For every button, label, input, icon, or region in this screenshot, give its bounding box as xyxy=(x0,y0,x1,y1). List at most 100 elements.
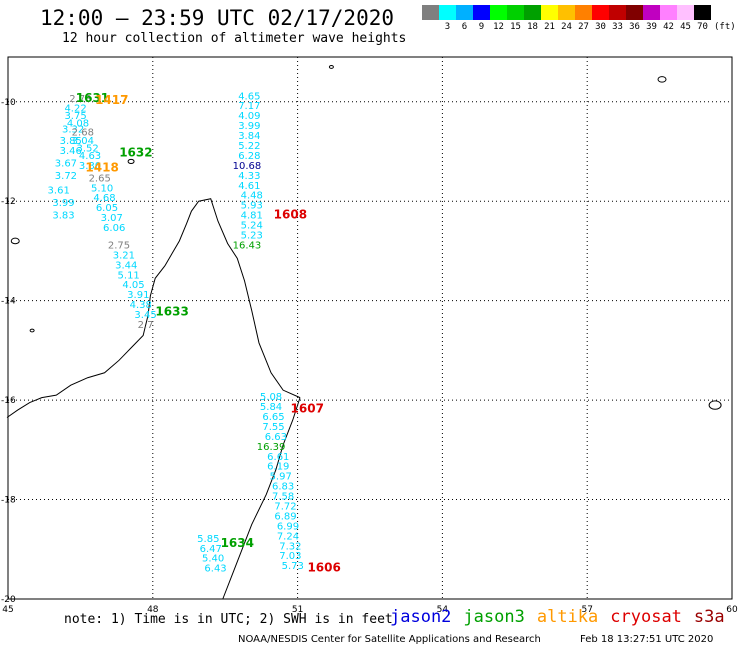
wave-height-label: 7.58 xyxy=(272,492,294,503)
wave-height-label: 4.08 xyxy=(67,119,89,130)
satellite-legend-jason3: jason3 xyxy=(463,607,525,627)
wave-height-label: 5.22 xyxy=(238,141,260,152)
wave-height-label: 6.61 xyxy=(267,452,289,463)
lon-tick-label: 57 xyxy=(581,605,592,615)
credit-text: NOAA/NESDIS Center for Satellite Applica… xyxy=(238,634,541,645)
wave-height-label: 5.93 xyxy=(241,201,263,212)
colorbar-cell xyxy=(524,5,541,20)
colorbar-label: 6 xyxy=(461,22,468,32)
chart-title: 12:00 – 23:59 UTC 02/17/2020 xyxy=(40,6,395,30)
track-id-label: 1608 xyxy=(274,208,307,222)
colorbar-label: 3 xyxy=(444,22,451,32)
wave-height-label: 6.28 xyxy=(238,151,260,162)
colorbar-label: 21 xyxy=(544,22,555,32)
wave-height-label: 6.99 xyxy=(277,521,299,532)
wave-height-label: 3.04 xyxy=(72,136,94,147)
colorbar-cell xyxy=(422,5,439,20)
colorbar-label: 70 xyxy=(697,22,708,32)
colorbar-cell xyxy=(694,5,711,20)
track-id-label: 1633 xyxy=(155,305,188,319)
wave-height-label: 3.07 xyxy=(101,213,123,224)
colorbar-label: 12 xyxy=(493,22,504,32)
satellite-legend-altika: altika xyxy=(536,607,599,627)
colorbar-cell xyxy=(592,5,609,20)
lon-tick-label: 54 xyxy=(437,605,449,615)
chart-subtitle: 12 hour collection of altimeter wave hei… xyxy=(62,31,407,46)
wave-height-label: 16.39 xyxy=(257,442,286,453)
wave-height-label: 10.68 xyxy=(233,161,262,172)
lat-tick-label: -18 xyxy=(1,496,16,506)
wave-height-label: 4.63 xyxy=(79,151,101,162)
map-frame xyxy=(7,56,733,600)
track-id-label: 1631 xyxy=(76,91,109,105)
wave-height-label: 5.85 xyxy=(197,534,219,545)
colorbar-cell xyxy=(643,5,660,20)
island xyxy=(328,65,334,69)
wave-height-label: 7.32 xyxy=(279,541,301,552)
wave-height-label: 4.81 xyxy=(241,211,263,222)
wave-height-label: 4.65 xyxy=(238,91,260,102)
wave-height-label: 6.47 xyxy=(200,544,222,555)
wave-height-label: 4.09 xyxy=(238,111,260,122)
wave-height-label: 4.22 xyxy=(64,104,86,115)
island xyxy=(10,237,20,245)
wave-height-label: 16.43 xyxy=(233,240,262,251)
wave-height-label: 7.03 xyxy=(279,551,301,562)
wave-height-label: 3.45 xyxy=(134,310,156,321)
wave-height-label: 3.67 xyxy=(55,158,77,169)
colorbar-cell xyxy=(660,5,677,20)
colorbar-labels: 3 6 9 12 15 18 21 24 27 30 33 36 39 42 45 70 xyxy=(422,22,711,32)
colorbar-cell xyxy=(626,5,643,20)
colorbar-cell xyxy=(439,5,456,20)
wave-height-label: 2.73 xyxy=(69,94,91,105)
wave-height-label: 3.52 xyxy=(77,143,99,154)
wave-height-label: 6.83 xyxy=(272,482,294,493)
colorbar-label: 18 xyxy=(527,22,538,32)
wave-height-label: 6.65 xyxy=(262,412,284,423)
lat-tick-label: -12 xyxy=(1,197,16,207)
track-id-label: 1634 xyxy=(221,536,254,550)
wave-height-label: 6.05 xyxy=(96,203,118,214)
wave-height-label: 4.48 xyxy=(241,191,263,202)
wave-height-label: 4.05 xyxy=(122,280,144,291)
wave-height-label: 7.24 xyxy=(277,531,299,542)
wave-height-label: 3.83 xyxy=(52,211,74,222)
track-id-label: 1417 xyxy=(95,93,128,107)
lon-tick-label: 45 xyxy=(2,605,13,615)
wave-height-label: 6.89 xyxy=(274,511,296,522)
wave-height-label: 5.40 xyxy=(202,554,224,565)
wave-height-label: 4.61 xyxy=(238,181,260,192)
wave-height-label: 5.08 xyxy=(260,392,282,403)
wave-height-label: 5.97 xyxy=(270,472,292,483)
colorbar-label: 45 xyxy=(680,22,691,32)
lat-tick-label: -14 xyxy=(1,297,16,307)
colorbar-label: 24 xyxy=(561,22,572,32)
wave-height-label: 7.55 xyxy=(262,422,284,433)
satellite-legend: jason2 jason3 altika cryosat s3a xyxy=(390,607,725,627)
wave-height-label: 3.21 xyxy=(113,250,135,261)
wave-height-label: 3.99 xyxy=(52,198,74,209)
satellite-legend-s3a: s3a xyxy=(693,607,725,627)
colorbar-cell xyxy=(677,5,694,20)
colorbar-label: 39 xyxy=(646,22,657,32)
track-id-label: 1606 xyxy=(307,561,340,575)
lon-tick-label: 51 xyxy=(292,605,303,615)
wave-height-label: 4.33 xyxy=(238,171,260,182)
island xyxy=(29,328,35,333)
wave-height-label: 3.75 xyxy=(64,111,86,122)
colorbar-cell xyxy=(507,5,524,20)
wave-height-label: 7.72 xyxy=(274,501,296,512)
colorbar-label: 36 xyxy=(629,22,640,32)
wave-height-label: 5.73 xyxy=(282,561,304,572)
wave-height-label: 2.75 xyxy=(108,240,130,251)
grid-lines xyxy=(8,57,732,600)
coastline xyxy=(6,65,722,600)
wave-height-label: 3.32 xyxy=(62,125,84,136)
observations: 2.734.223.754.083.322.683.853.043.463.52… xyxy=(48,91,304,574)
colorbar-cell xyxy=(473,5,490,20)
wave-height-label: 3.44 xyxy=(115,260,137,271)
colorbar-cell xyxy=(609,5,626,20)
wave-height-label: 3.84 xyxy=(238,131,260,142)
